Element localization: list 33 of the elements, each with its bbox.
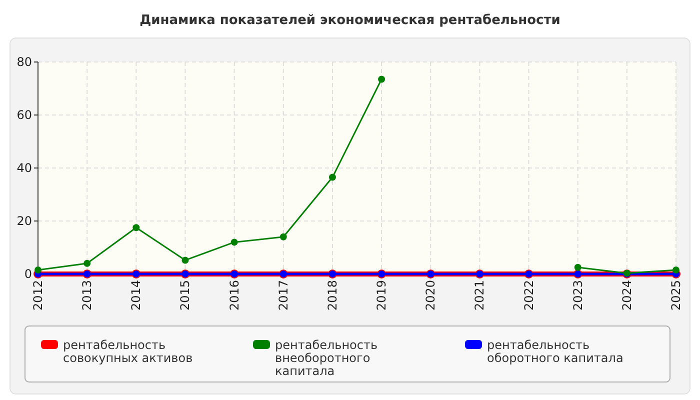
x-tick-label: 2020 (424, 280, 438, 311)
point (328, 174, 336, 181)
y-tick-label: 20 (16, 214, 32, 228)
legend-label: рентабельность внеоборотного капитала (275, 338, 378, 378)
x-tick-label: 2021 (472, 280, 487, 311)
x-tick-label: 2025 (669, 280, 683, 311)
point (280, 233, 287, 240)
chart-title: Динамика показателей экономическая рентабельности (140, 13, 560, 28)
x-tick-label: 2012 (31, 280, 45, 311)
y-tick-label: 0 (24, 267, 32, 282)
x-tick-label: 2015 (178, 280, 192, 311)
x-tick-label: 2017 (276, 280, 290, 311)
y-tick-label: 60 (16, 108, 32, 122)
point (672, 266, 680, 274)
x-tick-label: 2024 (620, 280, 634, 311)
x-tick-label: 2018 (325, 280, 340, 311)
x-tick-label: 2014 (129, 280, 144, 311)
point (132, 224, 140, 232)
x-tick-label: 2023 (570, 280, 585, 311)
y-tick-label: 80 (16, 55, 32, 70)
x-tick-label: 2013 (80, 280, 94, 311)
y-tick-label: 40 (16, 161, 32, 176)
x-tick-label: 2022 (522, 280, 536, 311)
point (34, 266, 42, 274)
point (230, 238, 238, 246)
legend-label: рентабельность оборотного капитала (487, 338, 624, 365)
point (84, 260, 91, 267)
x-tick-label: 2016 (227, 280, 242, 311)
x-tick-label: 2019 (374, 280, 389, 311)
point (182, 256, 189, 264)
point (574, 264, 582, 271)
point (378, 76, 386, 83)
legend-label: рентабельность совокупных активов (63, 338, 193, 365)
